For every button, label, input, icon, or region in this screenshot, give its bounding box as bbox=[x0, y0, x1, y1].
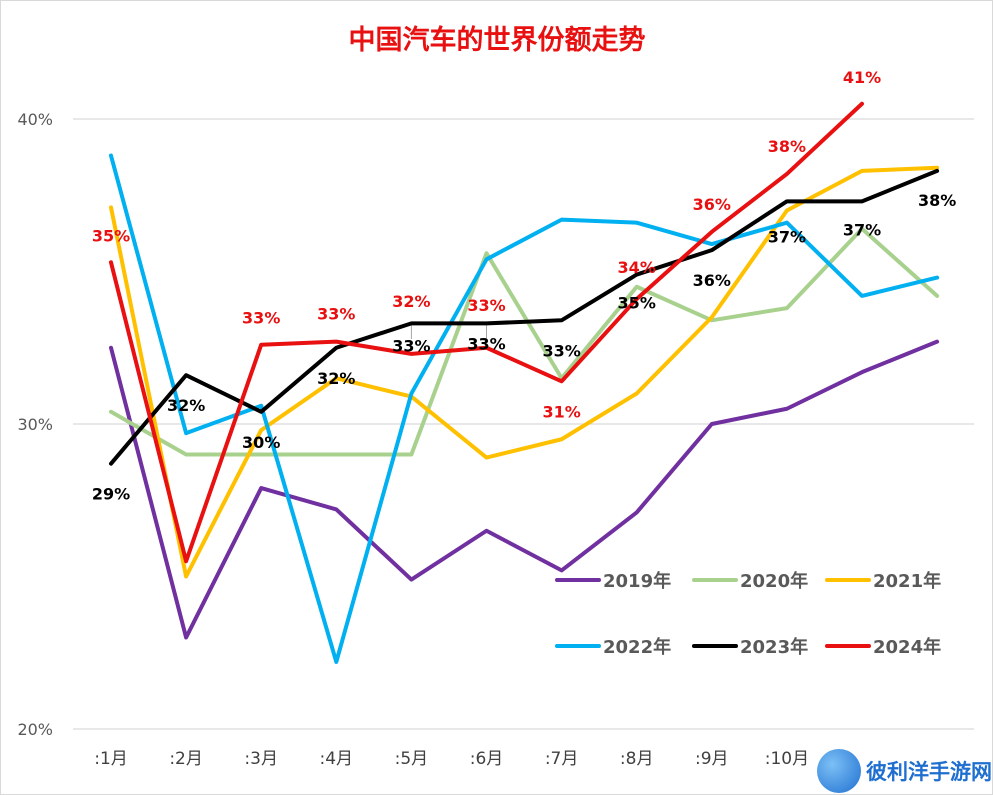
legend-label: 2019年 bbox=[603, 570, 671, 592]
data-label: 37% bbox=[843, 220, 881, 239]
x-tick-label: :8月 bbox=[620, 749, 654, 769]
x-tick-label: :2月 bbox=[169, 749, 203, 769]
x-tick-label: :10月 bbox=[765, 749, 809, 769]
data-label: 33% bbox=[242, 309, 280, 328]
data-label: 32% bbox=[167, 396, 205, 415]
legend-label: 2022年 bbox=[603, 636, 671, 658]
x-tick-label: :6月 bbox=[470, 749, 504, 769]
y-tick-label: 30% bbox=[17, 415, 53, 434]
data-label: 33% bbox=[317, 305, 355, 324]
data-label: 41% bbox=[843, 68, 881, 87]
data-label: 32% bbox=[392, 292, 430, 311]
y-tick-label: 40% bbox=[17, 110, 53, 129]
data-label: 37% bbox=[768, 227, 806, 246]
data-label: 38% bbox=[768, 137, 806, 156]
x-tick-label: :9月 bbox=[695, 749, 729, 769]
series-line-2022年 bbox=[109, 153, 940, 664]
legend-label: 2024年 bbox=[873, 636, 941, 658]
data-label: 29% bbox=[92, 485, 130, 504]
data-label: 30% bbox=[242, 433, 280, 452]
watermark: 彼利洋手游网 bbox=[815, 746, 992, 794]
data-label: 33% bbox=[392, 336, 430, 355]
legend-label: 2023年 bbox=[740, 636, 808, 658]
data-label: 36% bbox=[693, 195, 731, 214]
series-line-2021年 bbox=[109, 165, 940, 579]
x-tick-label: :4月 bbox=[320, 749, 354, 769]
data-label: 33% bbox=[467, 334, 505, 353]
data-label: 33% bbox=[467, 296, 505, 315]
data-label: 32% bbox=[317, 369, 355, 388]
chart-title: 中国汽车的世界份额走势 bbox=[349, 24, 646, 56]
data-label: 35% bbox=[618, 294, 656, 313]
series-line-2024年 bbox=[109, 101, 864, 564]
legend-label: 2021年 bbox=[873, 570, 941, 592]
x-tick-label: :3月 bbox=[244, 749, 278, 769]
watermark-text: 彼利洋手游网 bbox=[866, 760, 992, 784]
data-label: 33% bbox=[542, 341, 580, 360]
data-label: 31% bbox=[542, 402, 580, 421]
data-label: 36% bbox=[693, 271, 731, 290]
series-line-2023年 bbox=[109, 168, 940, 466]
data-label: 34% bbox=[618, 258, 656, 277]
data-label: 35% bbox=[92, 226, 130, 245]
legend-label: 2020年 bbox=[740, 570, 808, 592]
watermark-logo-icon bbox=[817, 749, 861, 793]
series-line-2019年 bbox=[109, 339, 940, 640]
x-tick-label: :7月 bbox=[545, 749, 579, 769]
y-tick-label: 20% bbox=[17, 720, 53, 739]
x-tick-label: :1月 bbox=[94, 749, 128, 769]
x-tick-label: :5月 bbox=[395, 749, 429, 769]
data-label: 38% bbox=[918, 191, 956, 210]
